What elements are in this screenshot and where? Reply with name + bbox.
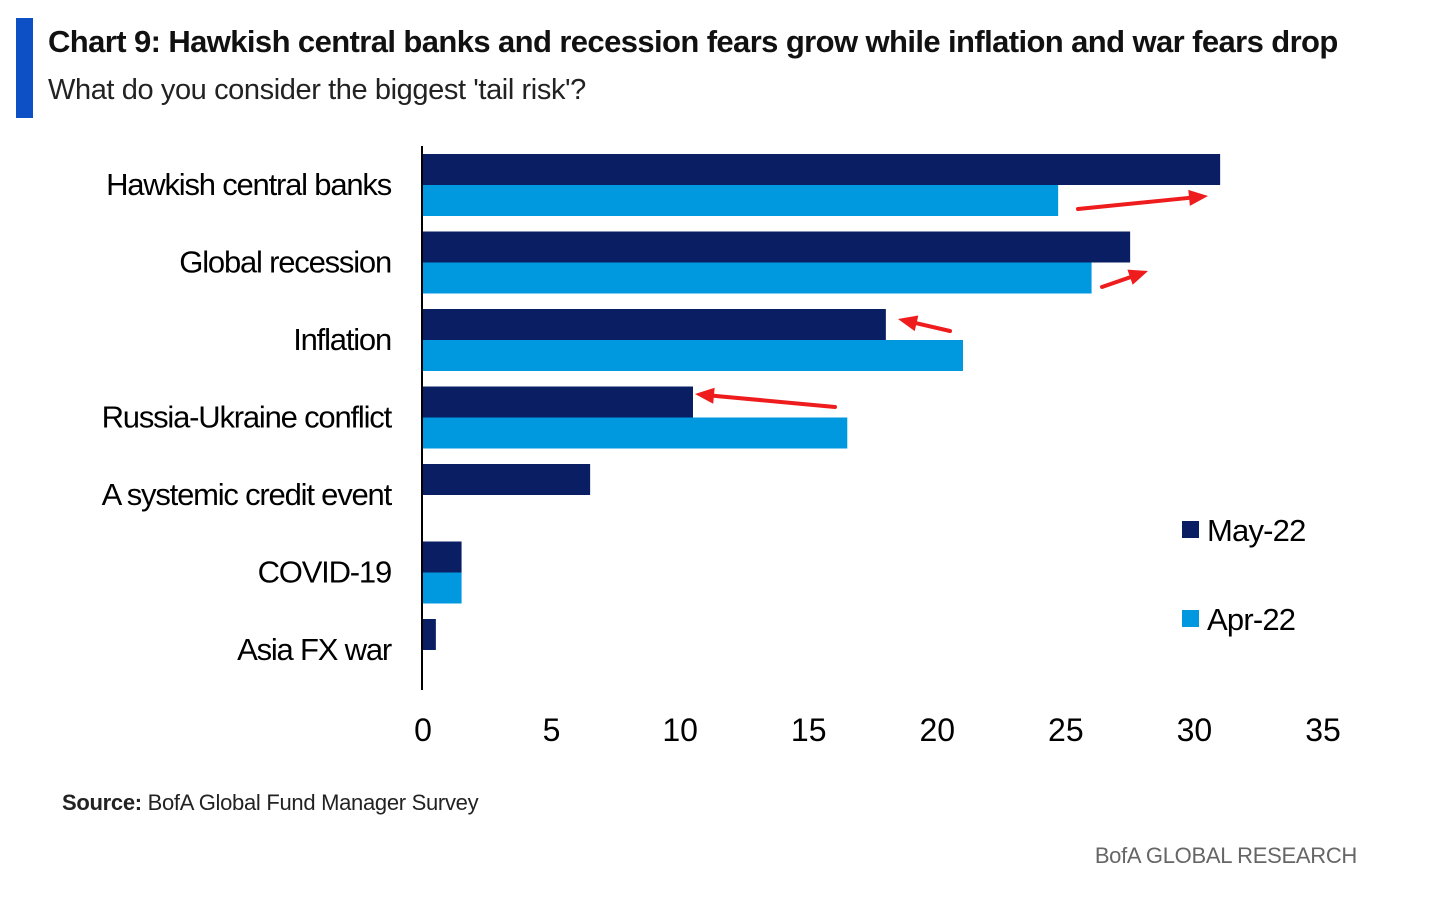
- x-tick-label: 5: [543, 712, 561, 748]
- bars-layer: [423, 154, 1221, 650]
- bar-apr-22-covid-19: [423, 572, 462, 604]
- bar-may-22-global-recession: [423, 231, 1131, 263]
- category-labels: Hawkish central banks Global recession Inf…: [102, 167, 394, 667]
- x-tick-label: 10: [662, 712, 698, 748]
- bar-apr-22-hawkish-central-banks: [423, 185, 1059, 216]
- x-tick-label: 30: [1177, 712, 1213, 748]
- x-tick-label: 25: [1048, 712, 1084, 748]
- category-label: Inflation: [293, 322, 391, 357]
- bar-may-22-asia-fx-war: [423, 619, 436, 650]
- legend-label-apr-22: Apr-22: [1207, 602, 1295, 637]
- bar-may-22-inflation: [423, 309, 886, 340]
- arrow-hawkish-central-banks: [1076, 189, 1208, 211]
- x-tick-label: 15: [791, 712, 827, 748]
- x-tick-label: 35: [1305, 712, 1341, 748]
- chart-subtitle: What do you consider the biggest 'tail r…: [48, 74, 586, 106]
- bar-may-22-hawkish-central-banks: [423, 154, 1221, 185]
- x-tick-label: 0: [414, 712, 432, 748]
- arrows-layer: [695, 189, 1208, 409]
- bar-may-22-covid-19: [423, 541, 462, 573]
- source-label: Source:: [62, 790, 142, 815]
- x-tick-label: 20: [919, 712, 955, 748]
- bar-apr-22-inflation: [423, 340, 963, 371]
- legend-swatch-may-22: [1182, 521, 1199, 538]
- category-label: Asia FX war: [237, 632, 392, 667]
- arrow-inflation: [898, 315, 952, 333]
- category-label: Hawkish central banks: [106, 167, 392, 202]
- bar-apr-22-global-recession: [423, 262, 1092, 294]
- x-tick-labels: 0 5 10 15 20 25 30 35: [414, 712, 1341, 748]
- category-label: COVID-19: [258, 555, 391, 590]
- bar-may-22-a-systemic-credit-event: [423, 464, 591, 495]
- source-note: Source: BofA Global Fund Manager Survey: [62, 790, 479, 816]
- arrow-russia-ukraine-conflict: [695, 387, 837, 409]
- chart-title: Chart 9: Hawkish central banks and reces…: [48, 24, 1338, 59]
- legend-swatch-apr-22: [1182, 610, 1199, 627]
- brand-label: BofA GLOBAL RESEARCH: [1094, 843, 1357, 868]
- bar-apr-22-russia-ukraine-conflict: [423, 417, 848, 449]
- arrow-global-recession: [1100, 269, 1148, 289]
- source-text: BofA Global Fund Manager Survey: [147, 790, 479, 815]
- legend: May-22 Apr-22: [1182, 513, 1306, 637]
- category-label: A systemic credit event: [102, 477, 393, 512]
- legend-label-may-22: May-22: [1207, 513, 1306, 548]
- category-label: Global recession: [179, 245, 391, 280]
- category-label: Russia-Ukraine conflict: [102, 400, 393, 435]
- bar-may-22-russia-ukraine-conflict: [423, 386, 693, 418]
- title-accent-bar: [16, 18, 33, 118]
